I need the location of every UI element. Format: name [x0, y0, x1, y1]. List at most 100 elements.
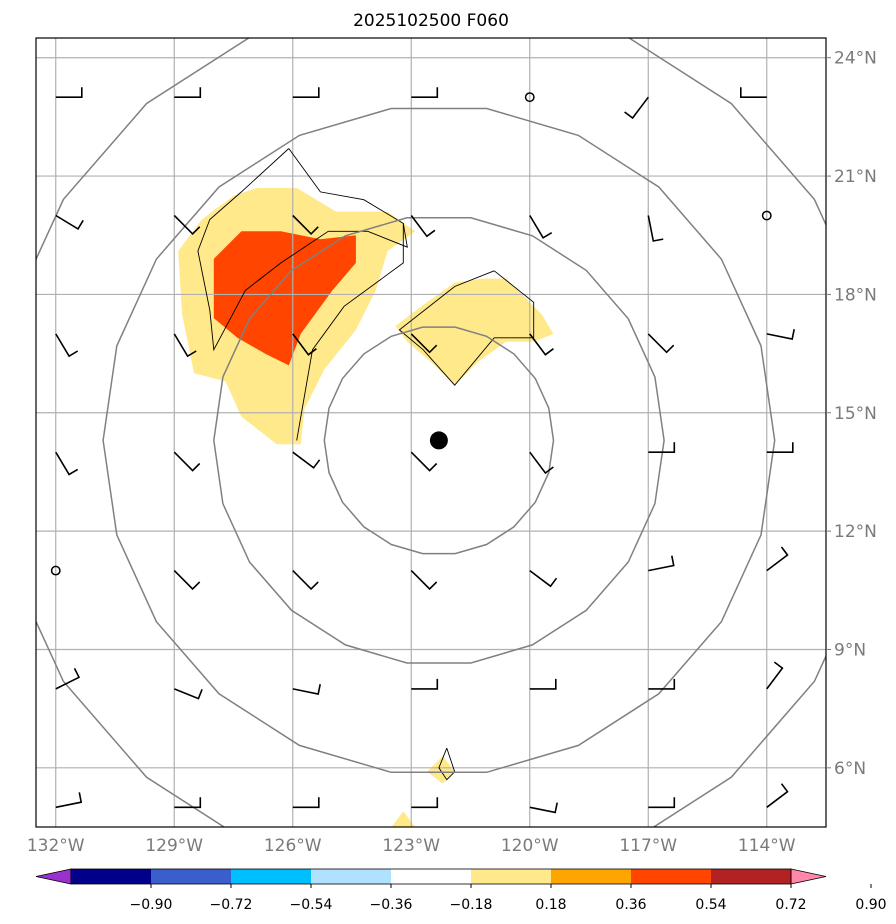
wind-barb: [624, 96, 649, 120]
wind-barb: [740, 87, 767, 98]
wind-barb: [410, 215, 436, 238]
wind-barb: [648, 555, 675, 572]
contour-line: [197, 148, 408, 352]
chart-title: 2025102500 F060: [353, 11, 509, 31]
lon-tick-label: 120°W: [501, 836, 559, 856]
plot-frame: [35, 37, 827, 828]
lon-tick-label: 123°W: [382, 836, 440, 856]
wind-barb: [292, 684, 321, 695]
lat-tick-label: 15°N: [834, 404, 877, 424]
wind-barb: [410, 570, 438, 591]
lat-tick-label: 24°N: [834, 49, 877, 69]
wind-barb: [529, 802, 558, 814]
wind-barb: [529, 569, 558, 588]
colorbar: −0.90 −0.72 −0.54 −0.36 −0.18 0.18 0.36 0.54 0.7…: [35, 868, 887, 913]
wind-barb: [173, 333, 197, 358]
storm-center: [429, 431, 448, 450]
shaded-field: [178, 187, 554, 827]
lat-tick-labels: 24°N 21°N 18°N 15°N 12°N 9°N 6°N: [826, 49, 877, 779]
colorbar-segment: [631, 869, 712, 884]
shaded-region: [395, 278, 554, 386]
wind-barb: [766, 442, 794, 453]
colorbar-tick-label: 0.72: [775, 897, 806, 913]
wind-barb: [173, 214, 201, 236]
colorbar-segment: [471, 869, 552, 884]
wind-barb: [292, 214, 319, 236]
wind-barb: [292, 570, 319, 591]
shaded-region: [427, 756, 455, 784]
lon-tick-label: 114°W: [738, 836, 796, 856]
lon-tick-label: 117°W: [619, 836, 677, 856]
calm-wind-circle: [50, 565, 61, 576]
wind-barb: [410, 333, 438, 354]
colorbar-tick-label: 0.18: [535, 897, 566, 913]
colorbar-tick-label: −0.54: [290, 897, 333, 913]
lat-tick-label: 9°N: [834, 640, 866, 660]
wind-barb: [55, 668, 81, 690]
range-rings: [36, 38, 826, 827]
wind-barb: [529, 451, 554, 475]
wind-barb: [529, 215, 553, 239]
gridlines: [36, 38, 826, 827]
wind-barb: [292, 87, 320, 98]
wind-barb: [292, 333, 317, 356]
wind-barb: [529, 678, 557, 690]
colorbar-segment: [151, 869, 232, 884]
wind-barb: [292, 451, 321, 469]
contour-line: [296, 223, 404, 441]
calm-wind-circle: [761, 210, 772, 221]
wind-barbs: [50, 87, 795, 814]
wind-barb: [411, 87, 439, 98]
colorbar-tick-label: 0.54: [695, 897, 726, 913]
range-ring: [323, 326, 555, 555]
lon-tick-label: 126°W: [264, 836, 322, 856]
wind-barb: [173, 451, 201, 472]
storm-center-dot: [429, 431, 448, 450]
colorbar-tick-label: −0.18: [450, 897, 493, 913]
wind-barb: [174, 87, 202, 98]
wind-barb: [648, 442, 676, 453]
colorbar-tick-label: −0.72: [210, 897, 253, 913]
contour-lines: [197, 148, 535, 781]
colorbar-segment: [551, 869, 632, 884]
colorbar-tick-label: −0.36: [370, 897, 413, 913]
calm-wind-circle: [524, 92, 535, 103]
wind-barb: [766, 783, 789, 808]
range-ring: [102, 107, 776, 774]
wind-barb: [55, 792, 83, 809]
range-ring: [213, 217, 665, 664]
wind-barb: [647, 215, 664, 242]
lat-tick-label: 6°N: [834, 759, 866, 779]
contour-line: [438, 747, 456, 781]
plot-background: [36, 38, 826, 827]
colorbar-segment: [391, 869, 472, 884]
wind-barb: [647, 333, 675, 354]
contour-line: [398, 270, 535, 386]
colorbar-tick-label: 0.90: [855, 897, 886, 913]
lat-tick-label: 21°N: [834, 167, 877, 187]
colorbar-extend-min: [35, 868, 72, 885]
wind-barb: [648, 678, 676, 690]
wind-barb: [766, 546, 789, 572]
wind-barb: [174, 688, 203, 700]
wind-barb: [410, 451, 438, 472]
lat-tick-label: 12°N: [834, 522, 877, 542]
wind-barb: [766, 329, 795, 340]
colorbar-segment: [71, 869, 152, 884]
range-ring: [36, 38, 826, 827]
wind-barb: [173, 570, 201, 591]
colorbar-segment: [311, 869, 392, 884]
wind-barb: [292, 797, 320, 809]
wind-barb: [55, 451, 79, 476]
wind-barb: [766, 661, 784, 690]
lon-tick-labels: 132°W 129°W 126°W 123°W 120°W 117°W 114°W: [27, 836, 796, 856]
lon-tick-label: 132°W: [27, 836, 85, 856]
wind-barb: [55, 333, 79, 358]
shaded-region: [391, 811, 416, 827]
colorbar-extend-max: [790, 868, 827, 885]
wind-barb: [411, 797, 439, 809]
colorbar-tick-label: 0.36: [615, 897, 646, 913]
shaded-region: [213, 231, 356, 366]
colorbar-tick-label: −0.90: [130, 897, 173, 913]
